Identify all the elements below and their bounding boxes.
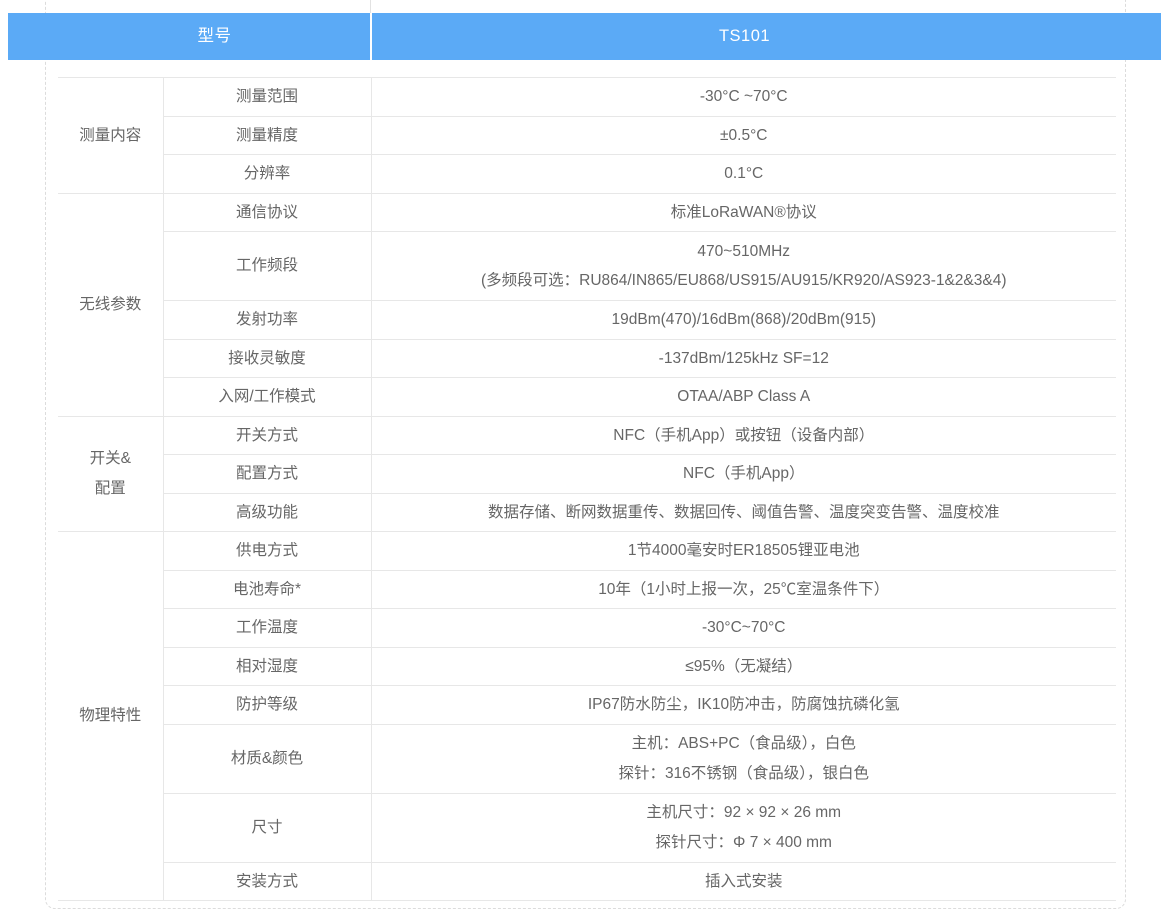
table-row: 工作温度 -30°C~70°C [58, 608, 1116, 648]
header-column-separator [370, 13, 372, 60]
table-row: 开关& 配置 开关方式 NFC（手机App）或按钮（设备内部） [58, 416, 1116, 532]
table-row: 无线参数 通信协议 标准LoRaWAN®协议 [58, 193, 1116, 417]
model-header-label: 型号 [197, 27, 232, 45]
value-cell: ≤95%（无凝结） [371, 647, 1116, 686]
value-cell: -30°C~70°C [371, 608, 1116, 648]
table-row: 物理特性 供电方式 1节4000毫安时ER18505锂亚电池 [58, 531, 1116, 901]
value-cell: 插入式安装 [371, 862, 1116, 901]
category-cell: 开关& 配置 [58, 416, 164, 532]
value-cell: -30°C ~70°C [371, 77, 1116, 117]
table-row: 测量精度 ±0.5°C [58, 116, 1116, 155]
param-cell: 接收灵敏度 [163, 339, 372, 378]
value-cell: 470~510MHz (多频段可选：RU864/IN865/EU868/US91… [371, 231, 1116, 301]
param-cell: 电池寿命* [163, 570, 372, 609]
param-cell: 开关方式 [163, 416, 372, 455]
model-header-value: TS101 [718, 27, 771, 45]
param-cell: 供电方式 [163, 531, 372, 571]
table-row: 电池寿命* 10年（1小时上报一次，25℃室温条件下） [58, 570, 1116, 609]
table-row: 入网/工作模式 OTAA/ABP Class A [58, 377, 1116, 417]
value-cell: 19dBm(470)/16dBm(868)/20dBm(915) [371, 300, 1116, 340]
param-cell: 防护等级 [163, 685, 372, 725]
value-cell: 主机尺寸：92 × 92 × 26 mm 探针尺寸：Φ 7 × 400 mm [371, 793, 1116, 863]
value-cell: 1节4000毫安时ER18505锂亚电池 [371, 531, 1116, 571]
table-row: 安装方式 插入式安装 [58, 862, 1116, 901]
value-cell: 主机：ABS+PC（食品级），白色 探针：316不锈钢（食品级），银白色 [371, 724, 1116, 794]
param-cell: 工作频段 [163, 231, 372, 301]
table-row: 高级功能 数据存储、断网数据重传、数据回传、阈值告警、温度突变告警、温度校准 [58, 493, 1116, 532]
table-row: 配置方式 NFC（手机App） [58, 454, 1116, 494]
value-cell: NFC（手机App）或按钮（设备内部） [371, 416, 1116, 455]
dashed-border-frame [45, 0, 1126, 909]
param-cell: 相对湿度 [163, 647, 372, 686]
param-cell: 高级功能 [163, 493, 372, 532]
table-row: 工作频段 470~510MHz (多频段可选：RU864/IN865/EU868… [58, 231, 1116, 301]
table-row: 测量内容 测量范围 -30°C ~70°C [58, 77, 1116, 194]
table-row: 分辨率 0.1°C [58, 154, 1116, 194]
spec-table: 测量内容 测量范围 -30°C ~70°C 测量精度 ±0.5°C 分辨率 0.… [58, 77, 1116, 901]
param-cell: 发射功率 [163, 300, 372, 340]
table-row: 尺寸 主机尺寸：92 × 92 × 26 mm 探针尺寸：Φ 7 × 400 m… [58, 793, 1116, 863]
upper-row-divider-stub [370, 0, 371, 13]
table-row: 材质&颜色 主机：ABS+PC（食品级），白色 探针：316不锈钢（食品级），银… [58, 724, 1116, 794]
param-cell: 材质&颜色 [163, 724, 372, 794]
param-cell: 测量精度 [163, 116, 372, 155]
value-cell: IP67防水防尘，IK10防冲击，防腐蚀抗磷化氢 [371, 685, 1116, 725]
table-row: 发射功率 19dBm(470)/16dBm(868)/20dBm(915) [58, 300, 1116, 340]
value-cell: ±0.5°C [371, 116, 1116, 155]
value-cell: NFC（手机App） [371, 454, 1116, 494]
table-row: 接收灵敏度 -137dBm/125kHz SF=12 [58, 339, 1116, 378]
value-cell: OTAA/ABP Class A [371, 377, 1116, 417]
category-cell: 测量内容 [58, 77, 164, 194]
value-cell: 数据存储、断网数据重传、数据回传、阈值告警、温度突变告警、温度校准 [371, 493, 1116, 532]
value-cell: -137dBm/125kHz SF=12 [371, 339, 1116, 378]
param-cell: 通信协议 [163, 193, 372, 232]
value-cell: 标准LoRaWAN®协议 [371, 193, 1116, 232]
value-cell: 0.1°C [371, 154, 1116, 194]
table-row: 防护等级 IP67防水防尘，IK10防冲击，防腐蚀抗磷化氢 [58, 685, 1116, 725]
param-cell: 测量范围 [163, 77, 372, 117]
param-cell: 安装方式 [163, 862, 372, 901]
param-cell: 工作温度 [163, 608, 372, 648]
param-cell: 分辨率 [163, 154, 372, 194]
param-cell: 配置方式 [163, 454, 372, 494]
param-cell: 尺寸 [163, 793, 372, 863]
model-header-bar: 型号 TS101 [8, 13, 1161, 60]
category-cell: 物理特性 [58, 531, 164, 901]
param-cell: 入网/工作模式 [163, 377, 372, 417]
category-cell: 无线参数 [58, 193, 164, 417]
value-cell: 10年（1小时上报一次，25℃室温条件下） [371, 570, 1116, 609]
table-row: 相对湿度 ≤95%（无凝结） [58, 647, 1116, 686]
